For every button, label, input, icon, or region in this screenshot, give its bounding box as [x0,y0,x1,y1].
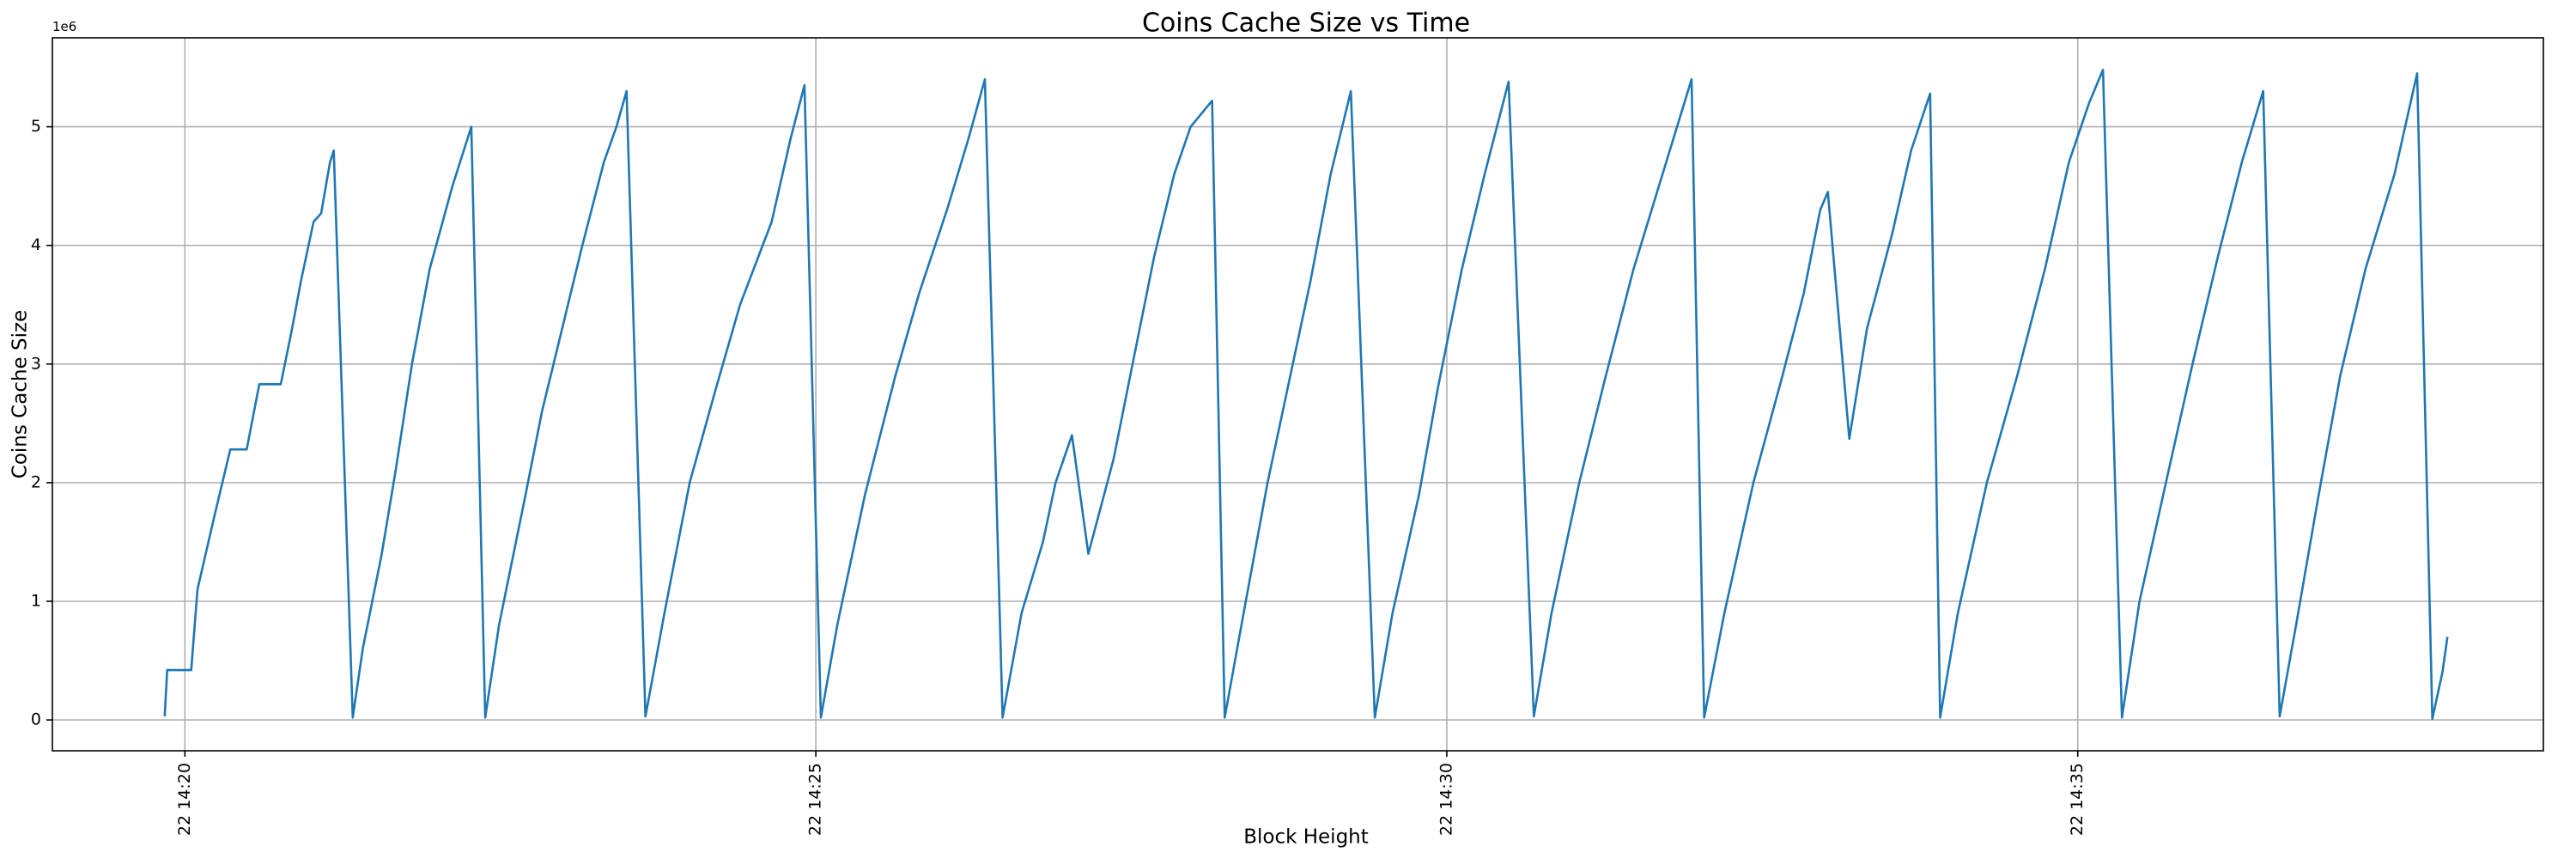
data-line [163,69,2449,720]
y-tick-label: 5 [31,117,41,136]
x-tick-label: 22 14:35 [2068,763,2087,836]
y-offset-label: 1e6 [52,19,76,34]
y-axis-label: Coins Cache Size [9,310,32,478]
chart-title: Coins Cache Size vs Time [1142,9,1470,39]
y-tick-label: 0 [31,710,41,729]
x-tick-label: 22 14:25 [806,763,825,836]
y-tick-label: 2 [31,472,41,491]
x-tick-label: 22 14:20 [175,763,194,836]
x-tick-label: 22 14:30 [1437,763,1455,836]
y-tick-label: 3 [31,354,41,373]
y-tick-label: 1 [31,591,41,610]
x-axis-label: Block Height [1243,826,1369,849]
plot-frame [52,37,2544,752]
y-tick-label: 4 [31,235,41,254]
